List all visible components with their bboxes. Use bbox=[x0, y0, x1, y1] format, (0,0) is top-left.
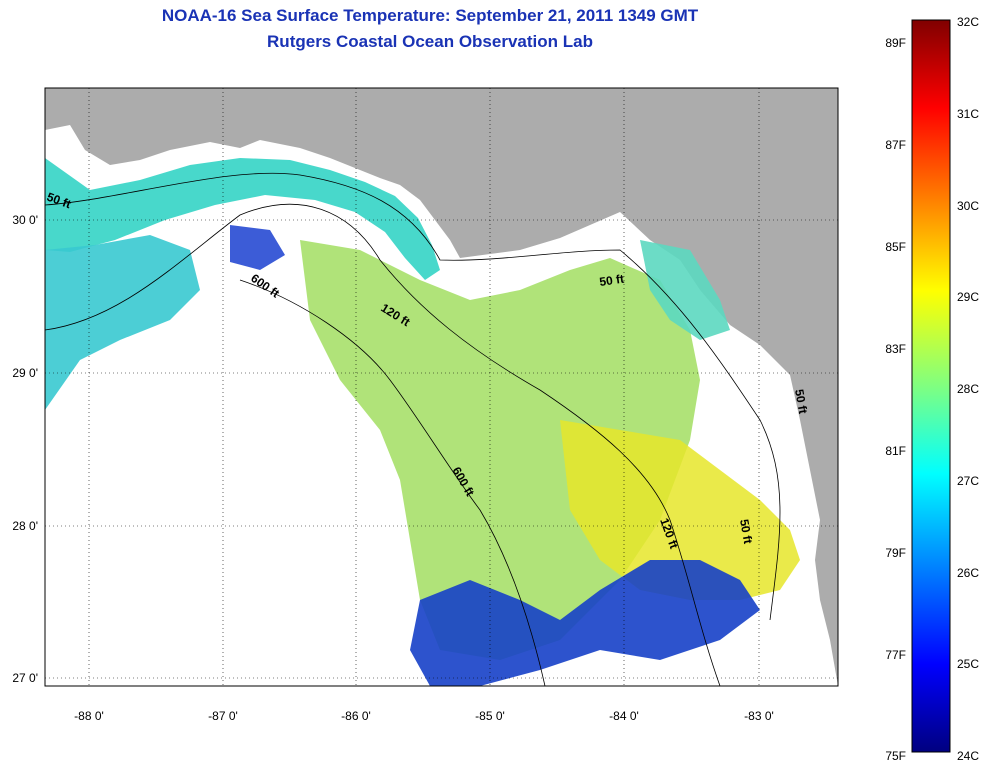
lat-tick-label: 28 0' bbox=[12, 519, 38, 533]
lat-tick-label: 27 0' bbox=[12, 671, 38, 685]
colorbar-f-label: 77F bbox=[885, 648, 906, 662]
sst-warm-band bbox=[560, 420, 800, 600]
lon-tick-label: -85 0' bbox=[475, 709, 505, 723]
lon-tick-label: -86 0' bbox=[341, 709, 371, 723]
contour-600ft bbox=[239, 279, 546, 687]
colorbar-c-label: 26C bbox=[957, 566, 979, 580]
sst-nearshore-band bbox=[45, 158, 440, 280]
contour-50ft bbox=[44, 172, 781, 621]
lon-tick-label: -84 0' bbox=[609, 709, 639, 723]
colorbar-c-label: 29C bbox=[957, 290, 979, 304]
colorbar-c-label: 31C bbox=[957, 107, 979, 121]
colorbar-f-label: 85F bbox=[885, 240, 906, 254]
colorbar-c-label: 28C bbox=[957, 382, 979, 396]
colorbar-c-label: 24C bbox=[957, 749, 979, 763]
colorbar-f-label: 79F bbox=[885, 546, 906, 560]
colorbar-f-label: 81F bbox=[885, 444, 906, 458]
sst-coast-patch bbox=[640, 240, 730, 340]
lon-tick-label: -87 0' bbox=[208, 709, 238, 723]
lat-tick-label: 29 0' bbox=[12, 366, 38, 380]
colorbar-gradient bbox=[911, 19, 951, 753]
map-grid bbox=[45, 88, 838, 686]
colorbar-c-label: 25C bbox=[957, 657, 979, 671]
contour-label: 50 ft bbox=[792, 388, 810, 415]
sst-western-patch bbox=[45, 235, 200, 410]
map-frame bbox=[44, 87, 839, 687]
colorbar-f-label: 75F bbox=[885, 749, 906, 763]
contour-label: 50 ft bbox=[737, 518, 755, 545]
colorbar-c-label: 32C bbox=[957, 15, 979, 29]
lon-tick-label: -88 0' bbox=[74, 709, 104, 723]
map-title: NOAA-16 Sea Surface Temperature: Septemb… bbox=[161, 6, 699, 25]
colorbar-f-label: 89F bbox=[885, 36, 906, 50]
colorbar-f-label: 87F bbox=[885, 138, 906, 152]
lon-tick-label: -83 0' bbox=[744, 709, 774, 723]
lat-tick-label: 30 0' bbox=[12, 213, 38, 227]
contour-label: 50 ft bbox=[598, 272, 624, 289]
sst-cool-pocket bbox=[410, 560, 760, 686]
colorbar-f-label: 83F bbox=[885, 342, 906, 356]
sst-cool-pocket-north bbox=[230, 225, 285, 270]
colorbar-c-label: 30C bbox=[957, 199, 979, 213]
map-subtitle: Rutgers Coastal Ocean Observation Lab bbox=[267, 32, 593, 51]
contour-120ft bbox=[44, 203, 721, 687]
colorbar-c-label: 27C bbox=[957, 474, 979, 488]
